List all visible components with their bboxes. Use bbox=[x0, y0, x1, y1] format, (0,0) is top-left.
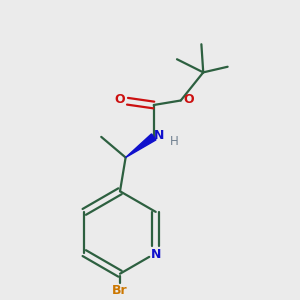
Text: H: H bbox=[170, 135, 179, 148]
Polygon shape bbox=[126, 134, 156, 158]
Text: Br: Br bbox=[112, 284, 128, 297]
Text: N: N bbox=[151, 248, 161, 262]
Text: O: O bbox=[114, 93, 124, 106]
Text: N: N bbox=[154, 128, 165, 142]
Text: O: O bbox=[184, 93, 194, 106]
